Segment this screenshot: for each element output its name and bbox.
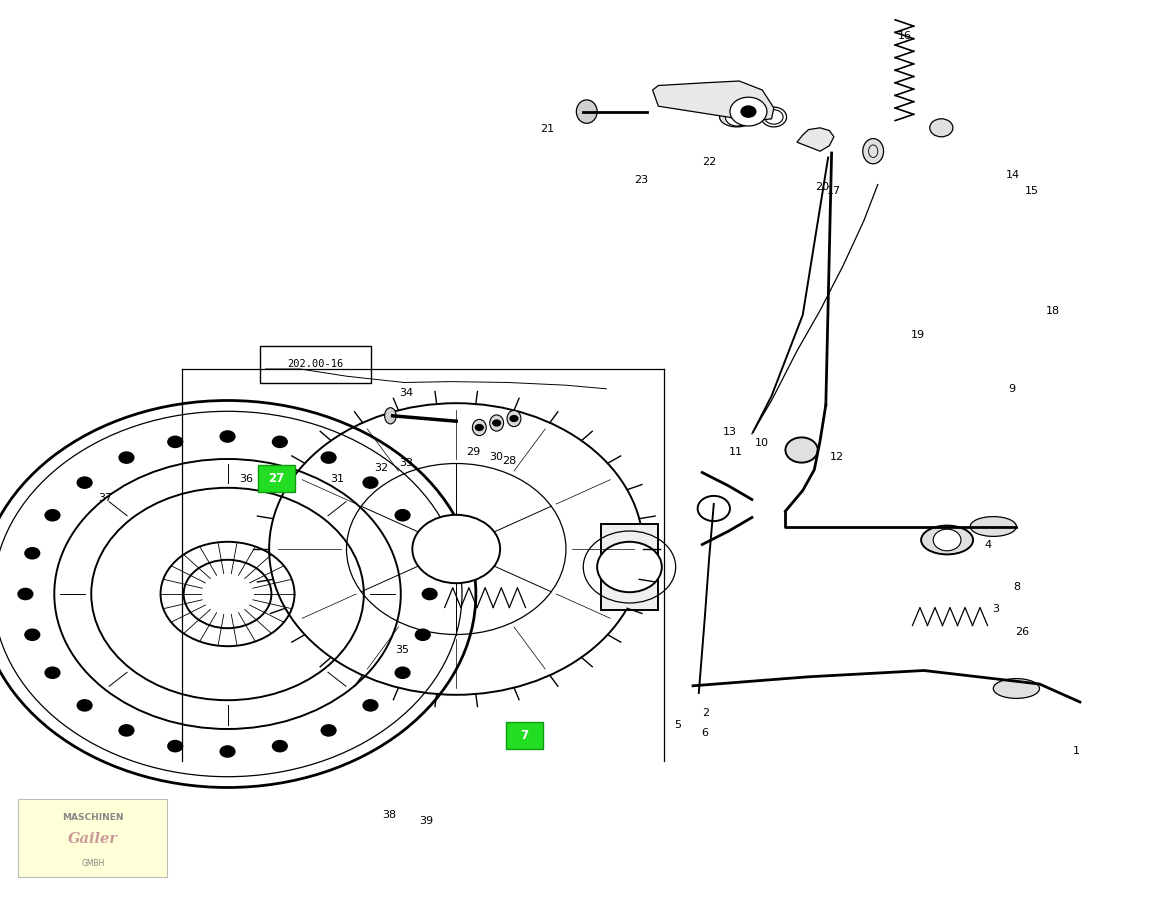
Text: 21: 21: [541, 123, 554, 134]
Text: 28: 28: [502, 455, 516, 466]
Text: 33: 33: [400, 458, 413, 469]
Text: 18: 18: [1046, 305, 1060, 316]
Circle shape: [363, 699, 379, 712]
Text: 22: 22: [702, 157, 716, 167]
Circle shape: [76, 699, 92, 712]
Circle shape: [933, 529, 961, 551]
Text: 26: 26: [1015, 626, 1029, 637]
Circle shape: [321, 451, 337, 464]
Circle shape: [395, 509, 411, 522]
Circle shape: [730, 97, 767, 126]
Circle shape: [363, 476, 379, 489]
Circle shape: [167, 436, 184, 448]
Text: 19: 19: [911, 329, 925, 340]
Circle shape: [44, 509, 60, 522]
Text: 38: 38: [382, 809, 396, 820]
Text: 15: 15: [1024, 185, 1038, 196]
Text: 30: 30: [490, 452, 504, 463]
Text: 3: 3: [992, 604, 999, 615]
Circle shape: [412, 515, 500, 583]
Text: Gailer: Gailer: [68, 832, 118, 846]
Text: 6: 6: [701, 728, 708, 739]
Ellipse shape: [385, 408, 396, 424]
Circle shape: [492, 419, 501, 427]
Text: 39: 39: [419, 815, 433, 826]
Circle shape: [422, 588, 438, 600]
Circle shape: [118, 724, 134, 737]
Ellipse shape: [472, 419, 486, 436]
Bar: [601, 524, 658, 610]
Text: 35: 35: [395, 644, 409, 655]
Circle shape: [167, 740, 184, 752]
Polygon shape: [653, 81, 774, 122]
Text: 7: 7: [520, 729, 529, 742]
Text: 36: 36: [239, 473, 253, 484]
Circle shape: [930, 119, 953, 137]
Ellipse shape: [970, 517, 1016, 536]
Text: 9: 9: [1008, 383, 1015, 394]
Circle shape: [509, 415, 519, 422]
Circle shape: [184, 560, 271, 628]
Ellipse shape: [507, 410, 521, 427]
Text: 31: 31: [330, 473, 344, 484]
Circle shape: [785, 437, 818, 463]
Circle shape: [271, 436, 288, 448]
Text: 8: 8: [1013, 581, 1020, 592]
FancyBboxPatch shape: [258, 465, 295, 492]
Circle shape: [415, 628, 431, 641]
Text: GMBH: GMBH: [81, 860, 105, 868]
Text: 23: 23: [634, 175, 648, 185]
Text: 13: 13: [723, 427, 737, 437]
Text: MASCHINEN: MASCHINEN: [62, 813, 124, 822]
Text: 202.00-16: 202.00-16: [288, 359, 343, 369]
Circle shape: [725, 108, 748, 126]
Circle shape: [698, 496, 730, 521]
Text: 37: 37: [98, 492, 112, 503]
Circle shape: [24, 547, 40, 560]
Ellipse shape: [922, 526, 973, 554]
FancyBboxPatch shape: [506, 722, 543, 749]
Circle shape: [24, 628, 40, 641]
Ellipse shape: [490, 415, 504, 431]
Ellipse shape: [993, 679, 1040, 698]
Circle shape: [17, 588, 33, 600]
Circle shape: [119, 451, 135, 464]
Ellipse shape: [576, 100, 597, 123]
Text: 12: 12: [830, 452, 844, 463]
Text: 29: 29: [467, 446, 480, 457]
Text: 16: 16: [897, 31, 911, 41]
Text: 1: 1: [1073, 746, 1080, 757]
Text: 11: 11: [729, 446, 743, 457]
Circle shape: [44, 666, 60, 679]
Circle shape: [475, 424, 484, 431]
Circle shape: [271, 740, 288, 752]
Circle shape: [161, 542, 295, 646]
Text: 14: 14: [1006, 170, 1020, 181]
Text: 4: 4: [984, 539, 991, 550]
Text: 27: 27: [268, 472, 284, 485]
Circle shape: [740, 105, 757, 118]
Text: 17: 17: [827, 185, 841, 196]
FancyBboxPatch shape: [18, 799, 167, 877]
Circle shape: [395, 666, 411, 680]
Circle shape: [219, 430, 236, 443]
Circle shape: [597, 542, 662, 592]
Text: 32: 32: [374, 463, 388, 473]
Text: 10: 10: [755, 437, 769, 448]
Text: 34: 34: [400, 388, 413, 399]
Ellipse shape: [720, 107, 754, 127]
Text: 2: 2: [702, 707, 709, 718]
Circle shape: [321, 724, 337, 737]
Circle shape: [219, 745, 236, 758]
Polygon shape: [797, 128, 834, 151]
Text: 5: 5: [675, 719, 681, 730]
Circle shape: [415, 547, 431, 560]
Ellipse shape: [863, 139, 884, 164]
Text: 20: 20: [815, 182, 829, 193]
FancyBboxPatch shape: [260, 346, 371, 382]
Circle shape: [76, 476, 92, 489]
